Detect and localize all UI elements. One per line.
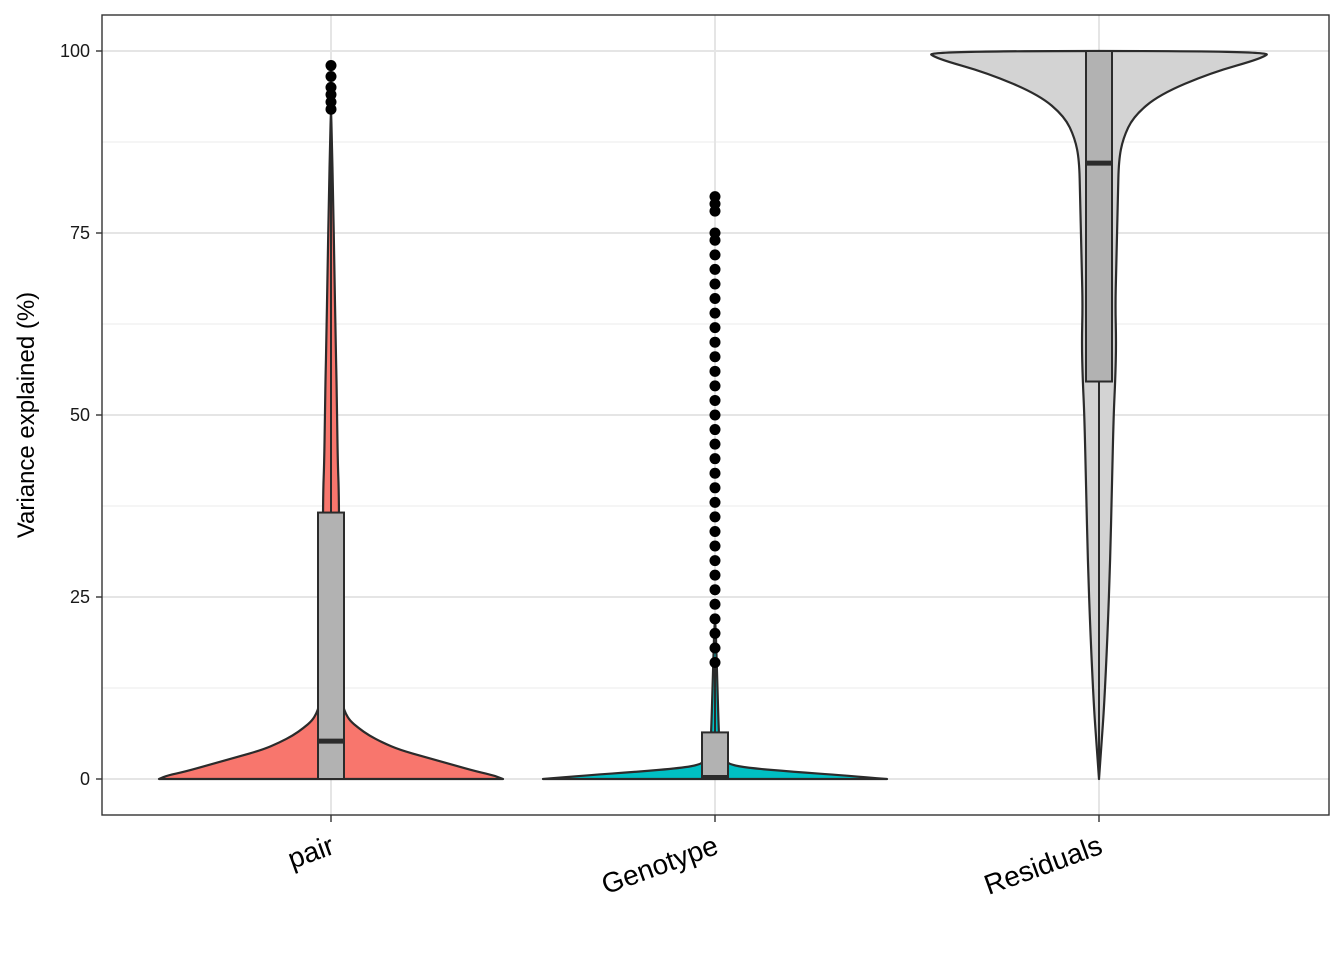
outlier-point [709, 278, 721, 290]
outlier-point [709, 394, 721, 406]
outlier-point [325, 70, 337, 82]
outlier-point [709, 482, 721, 494]
outlier-point [709, 467, 721, 479]
y-axis-title: Variance explained (%) [13, 292, 40, 538]
outlier-point [709, 511, 721, 523]
outlier-point [709, 307, 721, 319]
y-tick-label: 50 [70, 405, 90, 425]
y-axis: 0 25 50 75 100 [60, 41, 102, 789]
outlier-point [709, 351, 721, 363]
outlier-point [709, 627, 721, 639]
outlier-point [325, 60, 337, 72]
outlier-point [709, 365, 721, 377]
outlier-point [709, 613, 721, 625]
outlier-point [709, 525, 721, 537]
x-tick-label: pair [284, 830, 338, 875]
y-tick-label: 25 [70, 587, 90, 607]
outlier-point [709, 584, 721, 596]
outlier-point [325, 81, 337, 93]
y-tick-label: 100 [60, 41, 90, 61]
outlier-point [709, 453, 721, 465]
outlier-point [709, 336, 721, 348]
outlier-point [709, 322, 721, 334]
outlier-point [709, 191, 721, 203]
boxplots [317, 50, 1113, 781]
outlier-point [709, 657, 721, 669]
x-axis: pair Genotype Residuals [284, 815, 1106, 901]
x-tick-label: Genotype [597, 830, 722, 901]
box-pair [317, 511, 345, 780]
outlier-point [709, 540, 721, 552]
outlier-point [709, 569, 721, 581]
outlier-point [709, 424, 721, 436]
outlier-points [325, 60, 721, 669]
outlier-point [709, 642, 721, 654]
outlier-point [709, 293, 721, 305]
outlier-point [709, 496, 721, 508]
y-tick-label: 0 [80, 769, 90, 789]
outlier-point [709, 555, 721, 567]
x-tick-label: Residuals [980, 830, 1106, 901]
outlier-point [709, 227, 721, 239]
outlier-point [709, 249, 721, 261]
box-residuals [1085, 50, 1113, 383]
outlier-point [709, 263, 721, 275]
outlier-point [709, 409, 721, 421]
y-tick-label: 75 [70, 223, 90, 243]
outlier-point [709, 438, 721, 450]
box-genotype [701, 731, 729, 781]
outlier-point [709, 380, 721, 392]
outlier-point [709, 598, 721, 610]
